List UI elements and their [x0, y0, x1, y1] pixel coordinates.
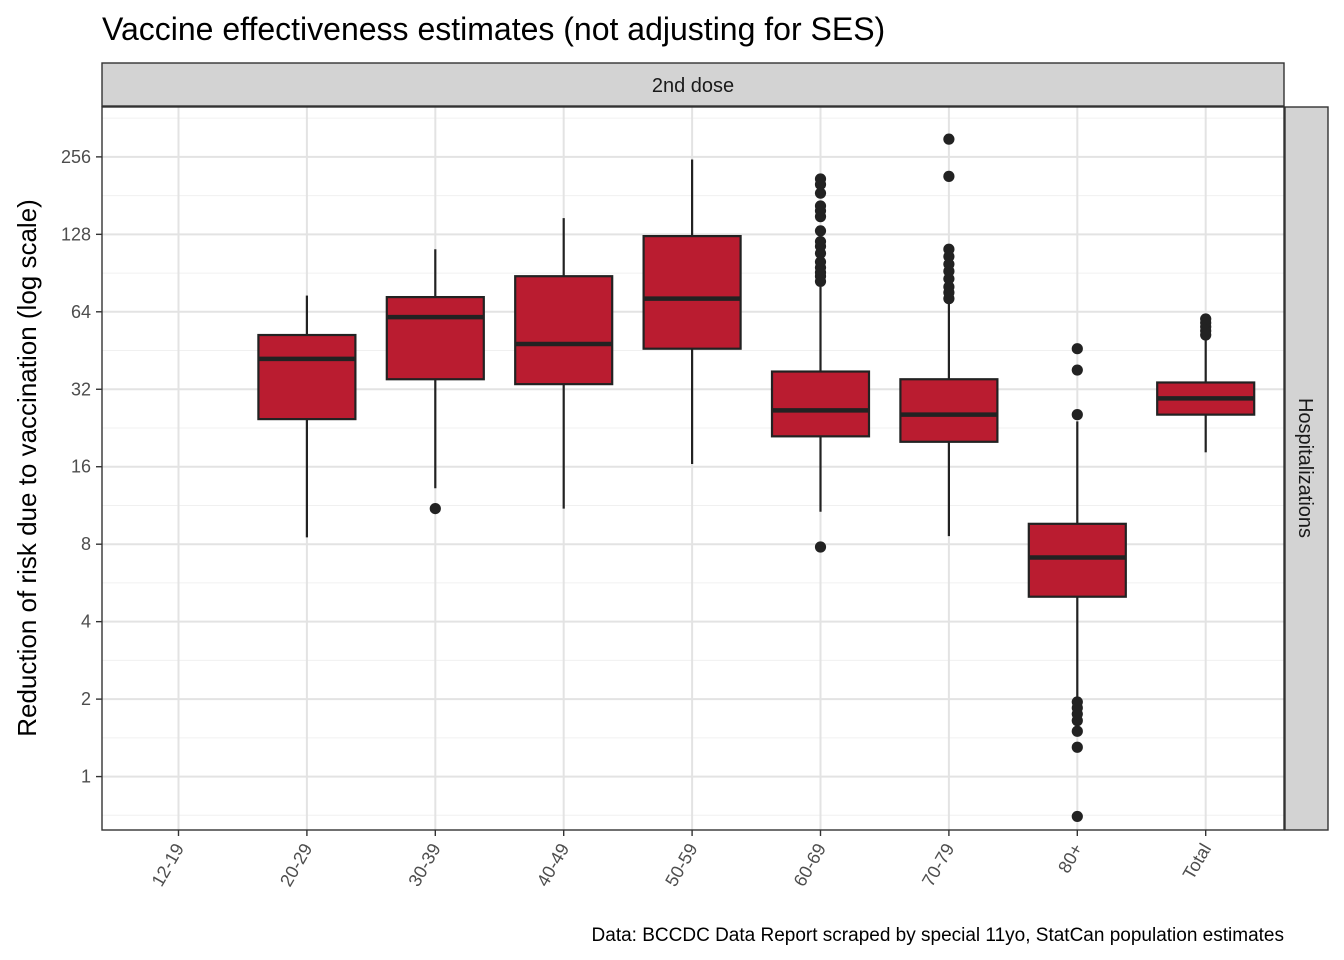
boxplot-80+: [1027, 343, 1127, 823]
y-tick-label: 16: [71, 457, 91, 477]
y-tick-label: 64: [71, 302, 91, 322]
x-axis: 12-19 20-29 30-39 40-49 50-59 60-69 70-79 80+ To…: [148, 830, 1215, 890]
outlier-point: [814, 187, 827, 199]
outlier-point: [1071, 364, 1083, 376]
box: [514, 275, 614, 386]
box: [642, 234, 742, 350]
boxplot-40-49: [514, 218, 614, 509]
facet-strip-top: [101, 62, 1285, 107]
outlier-point: [1071, 409, 1083, 421]
y-tick-label: 128: [61, 224, 91, 244]
outlier-point: [943, 243, 955, 255]
outlier-point: [814, 225, 827, 237]
y-tick-label: 8: [81, 534, 91, 554]
outlier-point: [943, 281, 955, 293]
boxplot-60-69: [770, 173, 871, 553]
outlier-point: [814, 256, 827, 268]
panel-border: [101, 106, 1285, 831]
x-tick-label: 80+: [1054, 840, 1087, 876]
y-tick-label: 4: [81, 612, 91, 632]
box: [257, 333, 357, 421]
outlier-point: [1071, 725, 1083, 737]
outlier-point: [1071, 696, 1083, 708]
x-tick-label: Total: [1179, 840, 1215, 883]
box: [899, 378, 999, 443]
boxplot-50-59: [642, 159, 742, 464]
facet-strip-right: [1284, 106, 1329, 831]
facet-strip-top-label: 2nd dose: [652, 75, 734, 97]
x-tick-label: 60-69: [790, 840, 830, 890]
x-tick-label: 12-19: [148, 840, 188, 890]
outlier-point: [814, 541, 827, 553]
boxplot-Total: [1156, 313, 1256, 453]
outlier-point: [943, 170, 955, 182]
x-tick-label: 50-59: [661, 840, 701, 890]
box: [1027, 522, 1127, 598]
box: [385, 295, 485, 381]
outlier-point: [814, 235, 827, 248]
x-tick-label: 70-79: [918, 840, 958, 890]
x-tick-label: 30-39: [404, 840, 444, 890]
chart-caption: Data: BCCDC Data Report scraped by speci…: [592, 925, 1284, 946]
outlier-point: [1200, 313, 1212, 325]
boxplot-30-39: [385, 249, 485, 515]
y-tick-label: 32: [71, 379, 91, 399]
outlier-point: [814, 173, 827, 185]
outlier-point: [1071, 741, 1083, 753]
chart-title: Vaccine effectiveness estimates (not adj…: [102, 11, 885, 47]
outlier-point: [943, 133, 955, 145]
facet-strip-right-label: Hospitalizations: [1294, 398, 1316, 538]
outlier-point: [1071, 343, 1083, 355]
x-tick-label: 40-49: [533, 840, 573, 890]
x-tick-label: 20-29: [276, 840, 316, 890]
y-tick-label: 1: [81, 767, 91, 787]
box: [770, 370, 871, 438]
outlier-point: [943, 258, 955, 270]
boxplot-20-29: [257, 295, 357, 538]
outlier-point: [814, 200, 827, 212]
outlier-point: [429, 502, 441, 515]
y-axis: 1 2 4 8 16 32 64 128 256: [61, 147, 102, 787]
outlier-point: [1071, 810, 1083, 823]
boxplots: [257, 133, 1256, 823]
y-tick-label: 256: [61, 147, 91, 167]
y-tick-label: 2: [81, 689, 91, 709]
boxplot-70-79: [899, 133, 999, 537]
y-axis-title: Reduction of risk due to vaccination (lo…: [12, 199, 42, 737]
